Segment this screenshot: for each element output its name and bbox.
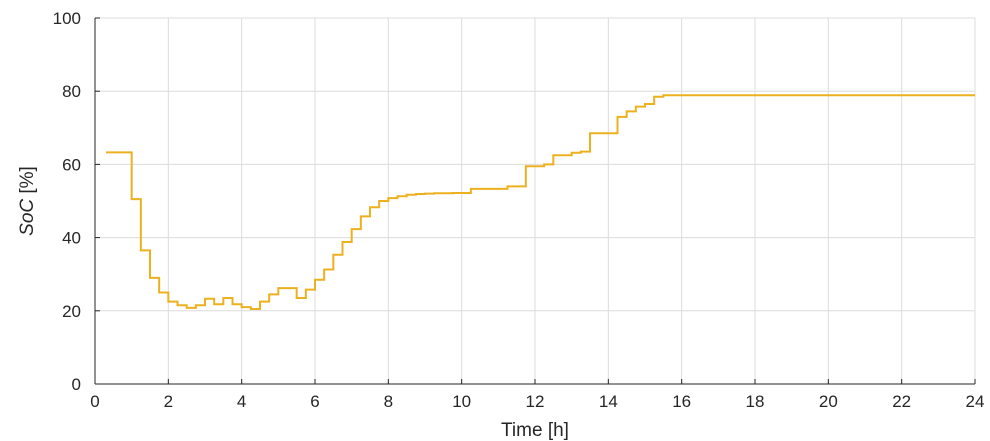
soc-data-point [268, 293, 270, 295]
soc-data-point [204, 298, 206, 300]
soc-data-point [342, 241, 344, 243]
soc-data-point [589, 132, 591, 134]
soc-data-point [452, 192, 454, 194]
soc-data-point [516, 185, 518, 187]
soc-data-point [580, 151, 582, 153]
y-axis-label: SoC [%] [17, 166, 38, 236]
soc-data-point [479, 188, 481, 190]
soc-data-point [369, 206, 371, 208]
soc-data-point [442, 192, 444, 194]
y-tick-label: 80 [62, 82, 81, 101]
soc-data-point [424, 193, 426, 195]
soc-data-point [433, 192, 435, 194]
soc-data-point [497, 188, 499, 190]
soc-data-point [543, 163, 545, 165]
x-tick-label: 8 [384, 392, 393, 411]
x-tick-label: 14 [599, 392, 618, 411]
x-tick-label: 0 [90, 392, 99, 411]
soc-data-point [158, 292, 160, 294]
soc-data-point [397, 195, 399, 197]
x-tick-label: 6 [310, 392, 319, 411]
x-tick-label: 16 [672, 392, 691, 411]
x-tick-label: 20 [819, 392, 838, 411]
soc-data-point [562, 154, 564, 156]
x-tick-labels: 0 2 4 6 8 10 12 14 16 18 20 22 24 [90, 392, 984, 411]
x-tick-label: 2 [164, 392, 173, 411]
soc-data-point [277, 287, 279, 289]
soc-data-point [415, 193, 417, 195]
soc-data-point [287, 287, 289, 289]
soc-data-point [360, 215, 362, 217]
x-tick-label: 10 [452, 392, 471, 411]
y-tick-label: 100 [53, 9, 81, 28]
y-tick-labels: 0 20 40 60 80 100 [53, 9, 81, 394]
soc-data-point [488, 188, 490, 190]
x-tick-label: 24 [966, 392, 985, 411]
soc-data-point [571, 152, 573, 154]
soc-data-point [351, 228, 353, 230]
x-axis-label: Time [h] [501, 420, 569, 441]
y-tick-label: 20 [62, 302, 81, 321]
soc-data-point [314, 279, 316, 281]
soc-data-point [598, 132, 600, 134]
soc-data-point [305, 289, 307, 291]
soc-data-point [461, 192, 463, 194]
soc-data-point [186, 307, 188, 309]
x-tick-label: 22 [892, 392, 911, 411]
soc-data-point [406, 194, 408, 196]
soc-data-point [195, 304, 197, 306]
soc-data-point [378, 200, 380, 202]
soc-data-point [177, 304, 179, 306]
x-tick-label: 18 [746, 392, 765, 411]
soc-data-point [644, 103, 646, 105]
soc-data-point [653, 96, 655, 98]
soc-data-point [105, 151, 107, 153]
x-tick-label: 4 [237, 392, 246, 411]
soc-data-point [222, 297, 224, 299]
x-tick-label: 12 [526, 392, 545, 411]
y-tick-label: 40 [62, 229, 81, 248]
y-axis-label-unit: [%] [17, 166, 38, 199]
soc-data-point [635, 106, 637, 108]
soc-data-point [296, 297, 298, 299]
soc-data-point [974, 94, 976, 96]
soc-data-point [617, 116, 619, 118]
soc-data-point [681, 94, 683, 96]
soc-data-point [607, 132, 609, 134]
soc-data-point [213, 303, 215, 305]
soc-data-point [672, 94, 674, 96]
soc-data-point [250, 308, 252, 310]
soc-data-point [259, 301, 261, 303]
soc-data-point [332, 254, 334, 256]
soc-data-point [241, 306, 243, 308]
soc-series-line [106, 94, 975, 310]
soc-data-point [232, 303, 234, 305]
soc-data-point [470, 188, 472, 190]
soc-data-point [140, 249, 142, 251]
grid [94, 17, 976, 385]
series-layer [105, 94, 976, 310]
y-tick-label: 0 [72, 375, 81, 394]
soc-data-point [662, 94, 664, 96]
soc-data-point [626, 110, 628, 112]
axes [94, 17, 976, 385]
y-tick-label: 60 [62, 155, 81, 174]
soc-data-point [525, 165, 527, 167]
soc-data-point [323, 268, 325, 270]
soc-data-point [167, 301, 169, 303]
soc-data-point [149, 277, 151, 279]
soc-data-point [507, 185, 509, 187]
soc-data-point [387, 197, 389, 199]
soc-data-point [131, 198, 133, 200]
soc-data-point [552, 154, 554, 156]
y-axis-label-variable: SoC [17, 199, 38, 236]
soc-data-point [534, 165, 536, 167]
